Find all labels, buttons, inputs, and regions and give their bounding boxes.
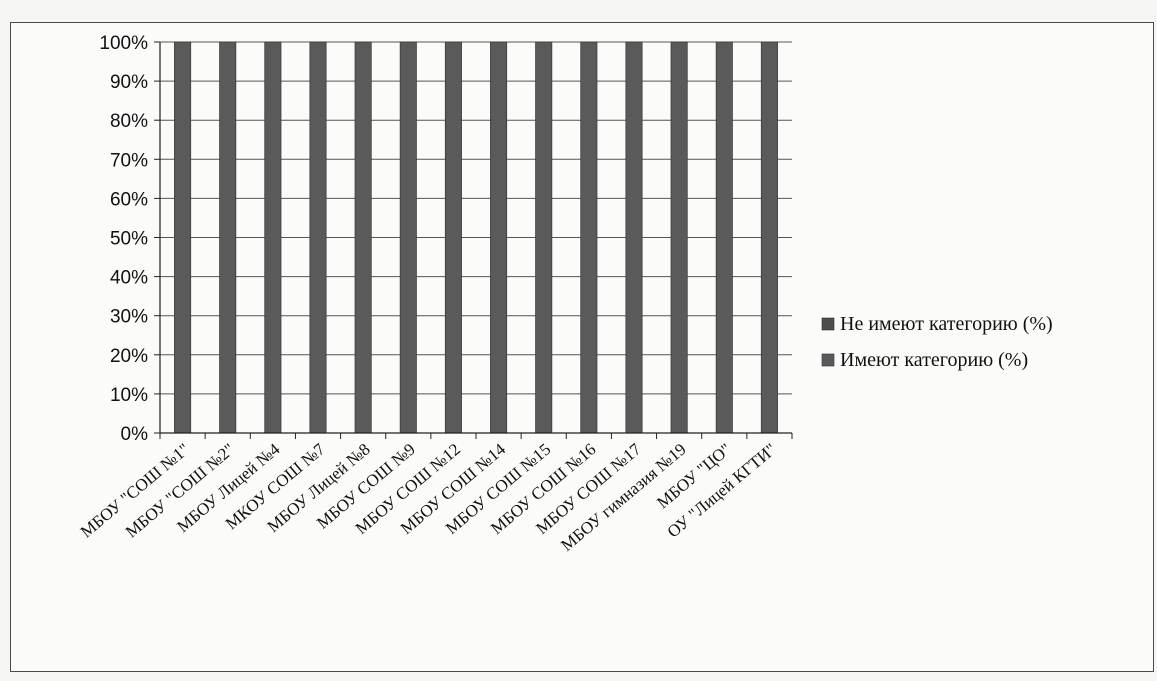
y-tick-label: 20%	[110, 346, 148, 367]
y-tick-label: 0%	[121, 424, 149, 445]
y-tick-label: 10%	[110, 385, 148, 406]
y-tick-label: 100%	[99, 33, 148, 54]
y-tick-label: 70%	[110, 150, 148, 171]
y-tick-label: 50%	[110, 229, 148, 250]
legend-entry: Имеют категорию (%)	[840, 349, 1028, 371]
bar-have-category	[174, 41, 192, 434]
y-tick-label: 60%	[110, 189, 148, 210]
bar-have-category	[760, 41, 778, 434]
legend-swatch	[821, 353, 835, 367]
bar-have-category	[625, 41, 643, 434]
bar-have-category	[354, 41, 372, 434]
axes	[154, 41, 793, 439]
y-tick-labels: 0% 10% 20% 30% 40% 50% 60% 70% 80% 90% 100%	[99, 33, 148, 445]
legend: Не имеют категорию (%) Имеют категорию (%…	[821, 313, 1053, 371]
bar-have-category	[715, 41, 733, 434]
gridlines	[160, 41, 792, 434]
bar-have-category	[219, 41, 237, 434]
bar-have-category	[580, 41, 598, 434]
bar-have-category	[444, 41, 462, 434]
y-tick-label: 30%	[110, 307, 148, 328]
y-tick-label: 80%	[110, 111, 148, 132]
bar-have-category	[490, 41, 508, 434]
y-tick-label: 40%	[110, 268, 148, 289]
bar-have-category	[264, 41, 282, 434]
bar-have-category	[670, 41, 688, 434]
legend-entry: Не имеют категорию (%)	[840, 313, 1053, 335]
y-tick-label: 90%	[110, 72, 148, 93]
bar-have-category	[399, 41, 417, 434]
legend-swatch	[821, 317, 835, 331]
x-tick-labels: МБОУ "СОШ №1"МБОУ "СОШ №2"МБОУ Лицей №4М…	[77, 439, 780, 555]
bars	[174, 41, 778, 434]
bar-have-category	[309, 41, 327, 434]
bar-have-category	[535, 41, 553, 434]
